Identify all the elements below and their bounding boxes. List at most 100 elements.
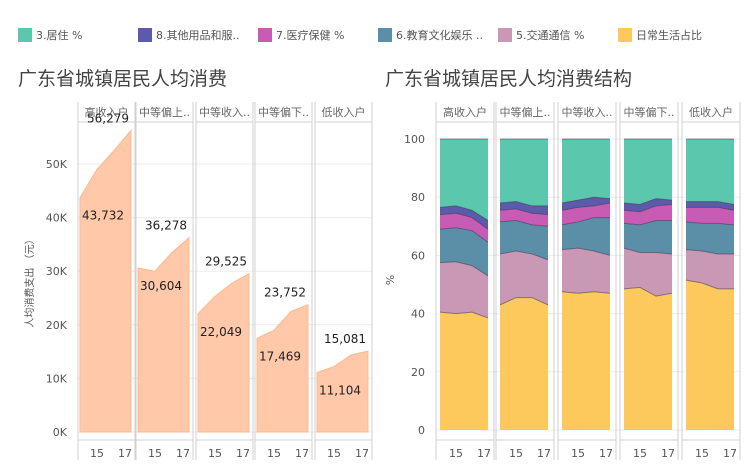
legend-swatch — [138, 28, 152, 42]
panel-header: 中等偏上.. — [500, 105, 551, 119]
panel-header: 中等偏上.. — [139, 105, 190, 119]
start-value-label: 30,604 — [140, 279, 182, 293]
panel-header: 中等偏下.. — [624, 105, 675, 119]
stack-boundary-4 — [686, 201, 735, 205]
stack-layer-1 — [562, 248, 610, 430]
y-tick-label: 0 — [418, 424, 425, 437]
stack-boundary-4 — [439, 205, 489, 221]
stack-layer-1 — [686, 249, 734, 430]
stack-boundary-0 — [499, 297, 549, 306]
x-tick-label: 15 — [633, 447, 647, 460]
x-tick-label: 15 — [90, 447, 104, 460]
stack-layer-0 — [686, 280, 734, 430]
legend-label: 7.医疗保健 % — [276, 29, 345, 42]
stack-layer-5 — [624, 139, 672, 430]
x-tick-label: 17 — [295, 447, 309, 460]
stack-boundary-4 — [561, 196, 611, 204]
stack-boundary-2 — [623, 219, 672, 226]
x-tick-label: 17 — [236, 447, 250, 460]
x-tick-label: 15 — [327, 447, 341, 460]
stack-layer-0 — [562, 291, 610, 430]
stack-layer-4 — [500, 201, 548, 430]
y-tick-label: 20 — [411, 366, 425, 379]
stack-layer-2 — [500, 220, 548, 430]
stack-boundary-2 — [561, 217, 610, 226]
stack-layer-3 — [500, 208, 548, 430]
y-tick-label: 40 — [411, 308, 425, 321]
stack-layer-0 — [500, 297, 548, 430]
stack-layer-3 — [562, 203, 610, 430]
end-value-label: 23,752 — [264, 286, 306, 300]
y-tick-label: 50K — [46, 158, 68, 171]
stack-layer-3 — [686, 207, 734, 430]
area-0 — [79, 128, 132, 433]
legend-item-other-goods[interactable]: 8.其他用品和服.. — [138, 26, 240, 44]
end-value-label: 15,081 — [324, 332, 366, 346]
legend: 3.居住 % 8.其他用品和服.. 7.医疗保健 % 6.教育文化娱乐 .. 5… — [0, 0, 749, 60]
stack-boundary-1 — [685, 249, 734, 255]
stack-layer-3 — [440, 213, 488, 430]
stack-boundary-1 — [561, 247, 611, 256]
y-axis-title: % — [384, 275, 397, 285]
stack-boundary-2 — [499, 219, 549, 227]
stack-layer-0 — [624, 287, 672, 430]
start-value-label: 43,732 — [82, 209, 124, 223]
x-tick-label: 17 — [599, 447, 613, 460]
y-tick-label: 80 — [411, 191, 425, 204]
legend-label: 日常生活占比 — [636, 29, 702, 42]
start-value-label: 17,469 — [259, 349, 301, 363]
legend-label: 8.其他用品和服.. — [156, 29, 240, 42]
legend-item-daily-life[interactable]: 日常生活占比 — [618, 26, 702, 44]
x-tick-label: 15 — [571, 447, 585, 460]
stack-boundary-4 — [499, 201, 548, 207]
panel-header: 中等收入.. — [199, 105, 250, 119]
x-tick-label: 17 — [176, 447, 190, 460]
stack-layer-0 — [440, 312, 488, 430]
stack-boundary-2 — [685, 221, 735, 226]
chart-title-structure: 广东省城镇居民人均消费结构 — [385, 68, 633, 90]
x-tick-label: 15 — [267, 447, 281, 460]
stack-layer-5 — [562, 139, 610, 430]
y-tick-label: 40K — [46, 212, 68, 225]
legend-swatch — [618, 28, 632, 42]
stack-layer-1 — [624, 248, 672, 430]
y-tick-label: 0K — [53, 426, 68, 439]
legend-item-education[interactable]: 6.教育文化娱乐 .. — [378, 26, 483, 44]
stack-layer-2 — [624, 220, 672, 430]
end-value-label: 56,279 — [87, 111, 129, 125]
x-tick-label: 17 — [118, 447, 132, 460]
x-tick-label: 15 — [449, 447, 463, 460]
stack-layer-1 — [500, 251, 548, 430]
start-value-label: 22,049 — [200, 325, 242, 339]
legend-item-transport[interactable]: 5.交通通信 % — [498, 26, 584, 44]
chart-title-consumption: 广东省城镇居民人均消费 — [18, 68, 228, 90]
legend-label: 5.交通通信 % — [516, 29, 585, 42]
legend-label: 3.居住 % — [36, 29, 83, 42]
x-tick-label: 15 — [208, 447, 222, 460]
y-tick-label: 100 — [404, 133, 425, 146]
legend-swatch — [498, 28, 512, 42]
panel-header: 低收入户 — [689, 105, 733, 119]
stack-boundary-3 — [499, 208, 549, 216]
panel-header: 低收入户 — [322, 105, 366, 119]
stack-boundary-3 — [686, 206, 735, 211]
x-tick-label: 17 — [537, 447, 551, 460]
legend-item-housing[interactable]: 3.居住 % — [18, 26, 82, 44]
stack-layer-5 — [440, 139, 488, 430]
x-tick-label: 17 — [355, 447, 369, 460]
legend-item-healthcare[interactable]: 7.医疗保健 % — [258, 26, 344, 44]
y-tick-label: 10K — [46, 372, 68, 385]
stack-boundary-0 — [439, 311, 489, 319]
stack-layer-4 — [624, 198, 672, 430]
area-3 — [256, 303, 309, 433]
stack-layer-3 — [624, 204, 672, 430]
stack-layer-5 — [500, 139, 548, 430]
x-tick-label: 15 — [148, 447, 162, 460]
y-tick-label: 60 — [411, 249, 425, 262]
x-tick-label: 17 — [723, 447, 737, 460]
legend-label: 6.教育文化娱乐 .. — [396, 29, 483, 42]
legend-swatch — [258, 28, 272, 42]
stack-layer-2 — [562, 217, 610, 430]
stack-layer-2 — [686, 221, 734, 430]
stack-layer-4 — [562, 197, 610, 430]
